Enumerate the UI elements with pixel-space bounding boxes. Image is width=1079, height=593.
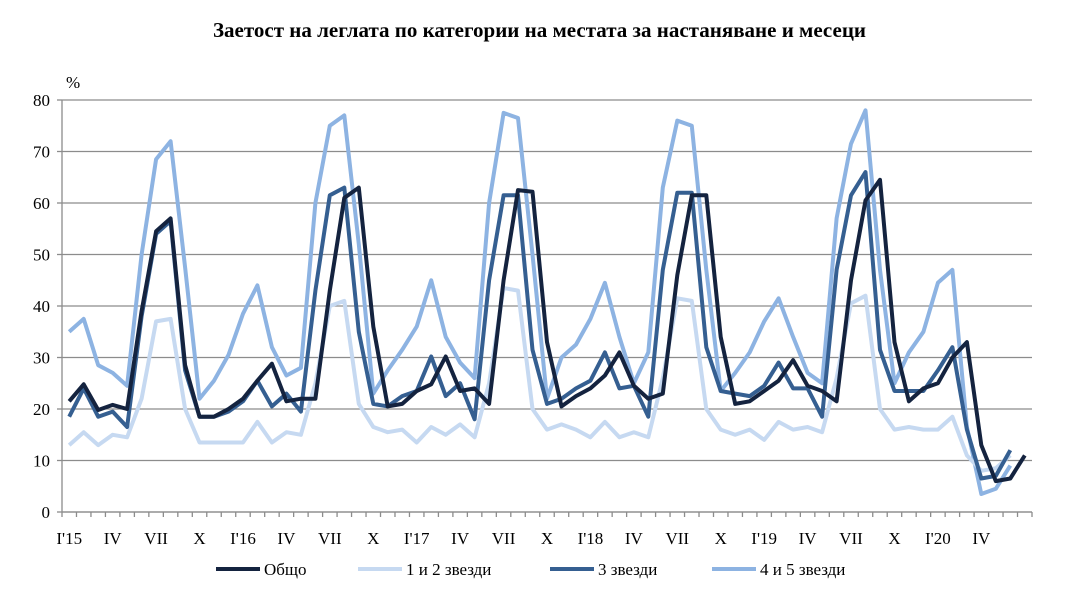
x-tick-label: IV xyxy=(451,529,470,548)
legend-label: 3 звезди xyxy=(598,560,657,579)
x-tick-label: IV xyxy=(625,529,644,548)
x-tick-label: IV xyxy=(799,529,818,548)
series-line-4 xyxy=(67,108,1012,496)
y-axis-label: % xyxy=(66,73,80,92)
x-tick-label: I'19 xyxy=(751,529,777,548)
x-tick-label: IV xyxy=(972,529,991,548)
x-tick-label: X xyxy=(193,529,205,548)
legend-label: 1 и 2 звезди xyxy=(406,560,491,579)
x-tick-label: VII xyxy=(492,529,516,548)
series-line-1 xyxy=(67,177,1027,484)
x-tick-label: I'18 xyxy=(578,529,604,548)
x-tick-label: X xyxy=(888,529,900,548)
y-tick-label: 80 xyxy=(33,91,50,110)
x-tick-label: IV xyxy=(104,529,123,548)
y-tick-label: 10 xyxy=(33,452,50,471)
y-tick-label: 60 xyxy=(33,194,50,213)
x-tick-label: VII xyxy=(665,529,689,548)
y-tick-label: 0 xyxy=(42,503,51,522)
x-tick-label: I'15 xyxy=(56,529,82,548)
x-tick-label: VII xyxy=(144,529,168,548)
x-tick-label: X xyxy=(715,529,727,548)
x-tick-label: I'17 xyxy=(404,529,430,548)
x-tick-label: I'20 xyxy=(925,529,951,548)
x-tick-label: VII xyxy=(318,529,342,548)
x-tick-label: I'16 xyxy=(230,529,256,548)
series-line-2 xyxy=(67,286,1012,473)
y-tick-label: 30 xyxy=(33,349,50,368)
y-tick-label: 70 xyxy=(33,143,50,162)
legend-label: 4 и 5 звезди xyxy=(760,560,845,579)
x-tick-label: X xyxy=(541,529,553,548)
x-tick-label: VII xyxy=(839,529,863,548)
x-tick-label: IV xyxy=(277,529,296,548)
y-tick-label: 50 xyxy=(33,246,50,265)
legend-label: Общо xyxy=(264,560,307,579)
y-tick-label: 20 xyxy=(33,400,50,419)
y-tick-label: 40 xyxy=(33,297,50,316)
x-tick-label: X xyxy=(367,529,379,548)
chart-title: Заетост на леглата по категории на места… xyxy=(212,18,867,42)
